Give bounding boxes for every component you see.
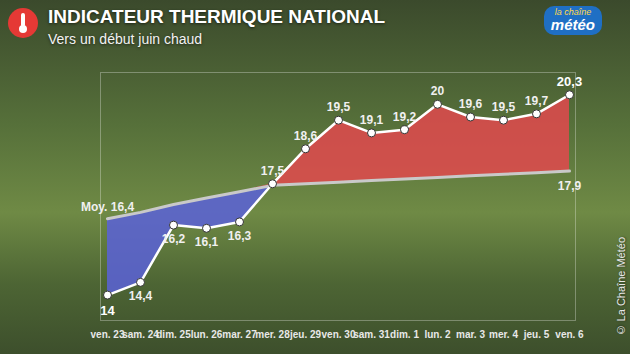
svg-text:lun. 26: lun. 26	[191, 329, 223, 340]
svg-text:mer. 28: mer. 28	[255, 329, 290, 340]
svg-text:19,2: 19,2	[393, 110, 417, 124]
svg-text:19,1: 19,1	[360, 113, 384, 127]
svg-text:19,5: 19,5	[492, 100, 516, 114]
svg-text:17,9: 17,9	[558, 179, 582, 193]
svg-text:14,4: 14,4	[129, 289, 153, 303]
html-text:la chaîne: la chaîne	[554, 7, 592, 17]
svg-text:16,2: 16,2	[162, 232, 186, 246]
html-text:INDICATEUR THERMIQUE NATIONAL: INDICATEUR THERMIQUE NATIONAL	[48, 6, 386, 27]
html-text:météo: météo	[550, 16, 595, 33]
svg-text:ven. 23: ven. 23	[91, 329, 125, 340]
svg-text:ven. 30: ven. 30	[322, 329, 356, 340]
svg-text:dim. 25: dim. 25	[156, 329, 191, 340]
html-text:© La Chaîne Météo: © La Chaîne Météo	[615, 236, 627, 336]
svg-text:16,3: 16,3	[228, 229, 252, 243]
svg-text:sam. 31: sam. 31	[353, 329, 390, 340]
svg-text:mar. 27: mar. 27	[222, 329, 257, 340]
svg-text:jeu. 5: jeu. 5	[523, 329, 550, 340]
svg-text:mer. 4: mer. 4	[489, 329, 518, 340]
svg-text:Moy. 16,4: Moy. 16,4	[81, 200, 134, 214]
svg-text:19,6: 19,6	[459, 97, 483, 111]
svg-text:16,1: 16,1	[195, 235, 219, 249]
svg-text:17,5: 17,5	[261, 164, 285, 178]
svg-text:19,5: 19,5	[327, 100, 351, 114]
svg-text:lun. 2: lun. 2	[424, 329, 451, 340]
svg-text:mar. 3: mar. 3	[456, 329, 485, 340]
svg-text:20: 20	[431, 84, 445, 98]
html-text:Vers un début juin chaud: Vers un début juin chaud	[48, 31, 203, 47]
svg-text:14: 14	[100, 303, 115, 318]
svg-text:18,6: 18,6	[294, 129, 318, 143]
svg-text:jeu. 29: jeu. 29	[289, 329, 322, 340]
svg-text:19,7: 19,7	[525, 94, 549, 108]
svg-text:ven. 6: ven. 6	[555, 329, 584, 340]
svg-text:sam. 24: sam. 24	[122, 329, 159, 340]
svg-text:dim. 1: dim. 1	[390, 329, 419, 340]
svg-text:20,3: 20,3	[557, 74, 582, 89]
